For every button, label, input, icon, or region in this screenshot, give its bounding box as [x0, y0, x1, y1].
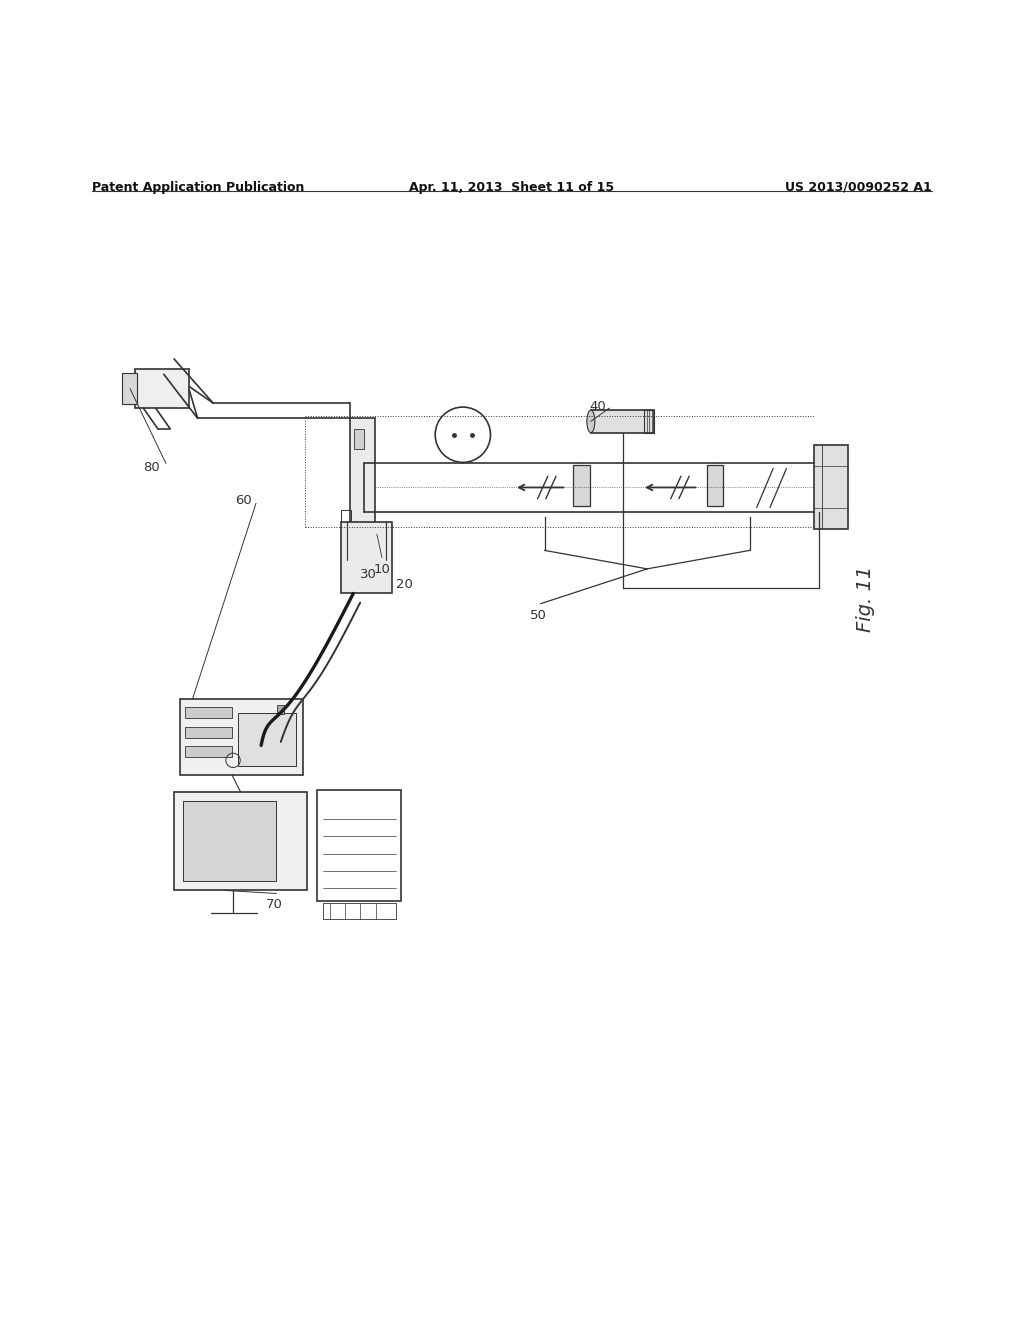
- Bar: [814, 445, 848, 529]
- Text: 50: 50: [530, 609, 547, 622]
- Text: 80: 80: [143, 461, 160, 474]
- Bar: [591, 411, 654, 433]
- Bar: [317, 791, 401, 900]
- Text: 30: 30: [360, 568, 377, 581]
- Text: 10: 10: [374, 562, 390, 576]
- Text: 60: 60: [236, 494, 252, 507]
- Bar: [238, 713, 296, 767]
- Bar: [707, 466, 723, 507]
- Text: 20: 20: [396, 578, 413, 591]
- Text: US 2013/0090252 A1: US 2013/0090252 A1: [785, 181, 932, 194]
- Bar: [122, 374, 137, 404]
- Bar: [135, 370, 189, 408]
- Bar: [180, 698, 303, 775]
- Bar: [278, 705, 285, 714]
- Bar: [185, 726, 232, 738]
- Text: 70: 70: [266, 898, 283, 911]
- Ellipse shape: [587, 411, 595, 433]
- Text: Apr. 11, 2013  Sheet 11 of 15: Apr. 11, 2013 Sheet 11 of 15: [410, 181, 614, 194]
- Bar: [341, 521, 392, 594]
- Bar: [341, 511, 351, 549]
- Bar: [185, 746, 232, 758]
- Bar: [644, 411, 654, 433]
- Bar: [174, 792, 307, 891]
- Text: Patent Application Publication: Patent Application Publication: [92, 181, 304, 194]
- Bar: [354, 429, 364, 449]
- Bar: [350, 418, 375, 560]
- Bar: [183, 801, 276, 882]
- Bar: [323, 903, 396, 919]
- Text: 40: 40: [590, 400, 606, 413]
- Bar: [185, 708, 232, 718]
- Bar: [573, 466, 590, 507]
- Text: Fig. 11: Fig. 11: [856, 565, 874, 632]
